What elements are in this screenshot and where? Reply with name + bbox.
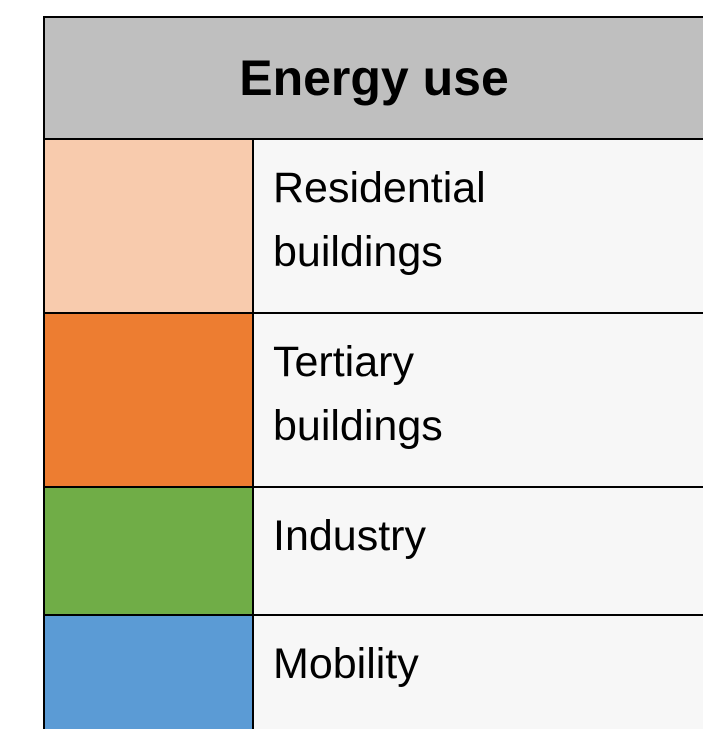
legend-row: Industry — [45, 488, 703, 616]
table: Energy use Residential buildings Tertiary b… — [43, 16, 703, 729]
legend-row: Mobility — [45, 616, 703, 729]
color-swatch — [45, 314, 254, 486]
legend-row: Residential buildings — [45, 140, 703, 314]
label-text: Tertiary — [273, 338, 414, 386]
color-swatch — [45, 616, 254, 729]
label-text: Mobility — [273, 640, 419, 688]
color-swatch — [45, 140, 254, 312]
header: Energy use — [45, 18, 703, 140]
label-text: buildings — [273, 228, 443, 276]
rows: Residential buildings Tertiary buildings Ind… — [45, 140, 703, 729]
label-text: buildings — [273, 402, 443, 450]
title: Energy use — [239, 50, 509, 106]
label-cell: Industry — [254, 488, 703, 614]
label-cell: Tertiary buildings — [254, 314, 703, 486]
label-cell: Residential buildings — [254, 140, 703, 312]
label-text: Residential — [273, 164, 486, 212]
legend-row: Tertiary buildings — [45, 314, 703, 488]
label-text: Industry — [273, 512, 426, 560]
label-cell: Mobility — [254, 616, 703, 729]
color-swatch — [45, 488, 254, 614]
